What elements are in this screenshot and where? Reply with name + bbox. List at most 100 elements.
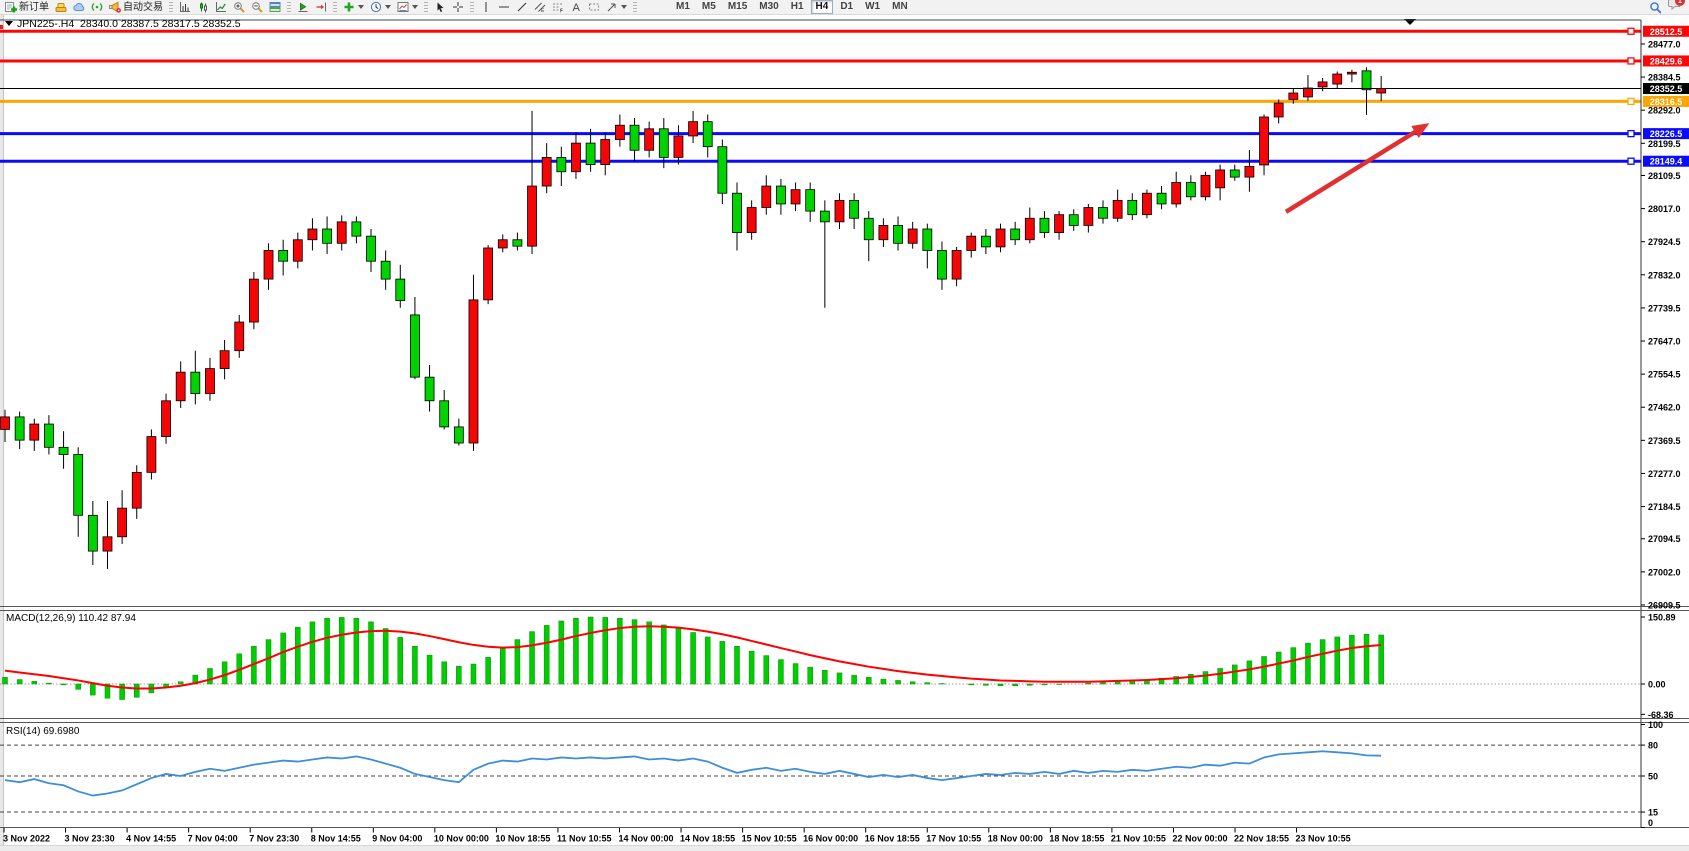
line-chart-button[interactable] [212,1,230,14]
candle [512,239,523,247]
fibonacci-tool-button[interactable]: F [549,1,567,14]
timeframe-button-M1[interactable]: M1 [676,1,690,12]
price-tag [1643,128,1689,140]
price-axis-label: 27739.5 [1648,303,1681,313]
macd-histogram-bar [1275,651,1282,685]
level-line-handle[interactable] [1627,27,1635,35]
candle [1171,182,1182,205]
candle [805,189,816,212]
timeframe-button-H4[interactable]: H4 [810,0,834,14]
macd-histogram-bar [46,682,52,685]
price-axis-label: 28292.0 [1648,106,1681,116]
auto-scroll-button[interactable] [294,1,312,14]
chart-template-button[interactable] [394,1,421,14]
text-icon: A [570,1,582,13]
chart-shift-button[interactable] [312,1,330,14]
time-axis-label: 14 Nov 18:55 [680,834,735,844]
level-line-handle[interactable] [1627,57,1635,65]
price-axis-label: 27832.0 [1648,270,1681,280]
candle [585,142,596,165]
macd-histogram-bar [1085,682,1092,685]
timeframe-button-H1[interactable]: H1 [790,1,804,12]
symbol-marker [0,25,3,29]
timeframe-button-M15[interactable]: M15 [727,1,748,12]
macd-histogram-bar [514,639,521,685]
level-line-handle[interactable] [1627,97,1635,106]
level-line-handle[interactable] [1627,157,1635,165]
macd-signal-line [4,625,1382,690]
notifications-button[interactable]: 1 [1668,0,1685,16]
candle [980,235,991,248]
bar-chart-button[interactable] [176,1,194,14]
svg-text:A: A [573,2,581,13]
candle [117,507,128,538]
candle [44,423,54,448]
crosshair-tool-button[interactable] [449,1,467,14]
price-axis-label: 27002.0 [1648,567,1681,577]
level-line-handle[interactable] [1627,129,1635,138]
add-indicator-icon [343,1,355,13]
label-tool-button[interactable] [585,1,603,14]
price-axis-label: 28109.5 [1648,171,1681,181]
price-tag [1643,155,1689,167]
trend-arrow[interactable] [1284,126,1423,214]
signals-button[interactable] [88,1,106,14]
horizontal-line-tool-button[interactable] [495,1,513,14]
macd-histogram-bar [617,618,623,685]
equidistant-channel-tool-button[interactable]: E [531,1,549,14]
price-tag-label: 28226.5 [1650,129,1683,139]
chevron-down-icon [358,5,364,9]
price-axis-label: 27184.5 [1648,502,1681,512]
price-tag-label: 28429.6 [1650,56,1683,66]
timeframe-menu-button[interactable] [367,1,394,14]
candle [1361,70,1372,91]
candle [1376,88,1387,94]
shapes-tool-button[interactable] [603,1,630,14]
macd-histogram-bar [31,681,38,685]
autotrading-button[interactable]: 自动交易 [106,1,166,14]
zoom-out-button[interactable] [248,1,266,14]
toolbar-grip [424,1,428,13]
time-axis-label: 16 Nov 00:00 [803,834,858,844]
add-indicator-button[interactable] [340,1,367,14]
rsi-indicator-label: RSI(14) 69.6980 [6,726,80,737]
timeframe-button-D1[interactable]: D1 [840,1,854,12]
candle [336,221,347,244]
symbol-dropdown-icon[interactable] [5,21,13,26]
timeframe-button-M5[interactable]: M5 [701,1,716,12]
market-data-button[interactable] [52,1,70,14]
time-axis-label: 18 Nov 18:55 [1049,834,1104,844]
timeframe-button-M30[interactable]: M30 [759,1,779,12]
macd-histogram-bar [1305,642,1311,685]
candle [732,192,742,233]
candle [351,221,362,237]
candle [1156,192,1167,205]
candle [410,314,420,378]
price-axis-label: 27554.5 [1648,370,1681,380]
candle [893,225,903,244]
candle [966,235,977,251]
cursor-tool-button[interactable] [431,1,449,14]
tile-windows-button[interactable] [266,1,284,14]
candle [14,416,25,441]
timeframe-button-MN[interactable]: MN [892,1,908,12]
shapes-icon [606,1,618,13]
timeframe-button-W1[interactable]: W1 [865,1,881,12]
candle [1024,217,1035,241]
search-icon[interactable] [1649,1,1661,14]
new-order-button[interactable]: 新订单 [2,1,52,14]
text-tool-button[interactable]: A [567,1,585,14]
candle [571,142,581,173]
tile-windows-icon [269,1,281,13]
candle-chart-button[interactable] [194,1,212,14]
candle [658,128,669,158]
macd-histogram-bar [543,625,550,685]
vertical-line-tool-button[interactable] [477,1,495,14]
community-button[interactable] [70,1,88,14]
trendline-tool-button[interactable] [513,1,531,14]
zoom-in-button[interactable] [230,1,248,14]
macd-histogram-bar [368,621,374,685]
toolbar-grip [287,1,291,13]
